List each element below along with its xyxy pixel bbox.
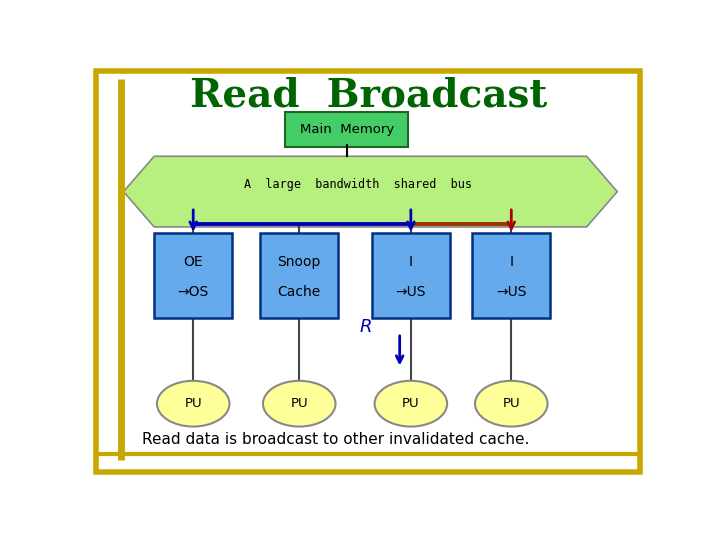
Text: PU: PU [503,397,520,410]
Ellipse shape [475,381,548,427]
Ellipse shape [263,381,336,427]
Text: A  large  bandwidth  shared  bus: A large bandwidth shared bus [244,178,472,191]
Ellipse shape [374,381,447,427]
FancyBboxPatch shape [154,233,233,319]
Text: PU: PU [184,397,202,410]
Text: I: I [409,255,413,269]
Text: →OS: →OS [178,285,209,299]
Text: Cache: Cache [278,285,321,299]
Text: R: R [360,318,372,336]
Text: Read  Broadcast: Read Broadcast [190,77,548,115]
Text: →US: →US [496,285,526,299]
Polygon shape [124,156,617,227]
Text: Snoop: Snoop [278,255,321,269]
Text: OE: OE [184,255,203,269]
Text: I: I [509,255,513,269]
Text: PU: PU [290,397,308,410]
FancyBboxPatch shape [285,112,408,147]
Text: PU: PU [402,397,420,410]
FancyBboxPatch shape [372,233,450,319]
Text: Main  Memory: Main Memory [300,123,394,136]
FancyBboxPatch shape [260,233,338,319]
Text: →US: →US [395,285,426,299]
Text: Read data is broadcast to other invalidated cache.: Read data is broadcast to other invalida… [142,431,529,447]
Ellipse shape [157,381,230,427]
FancyBboxPatch shape [472,233,550,319]
